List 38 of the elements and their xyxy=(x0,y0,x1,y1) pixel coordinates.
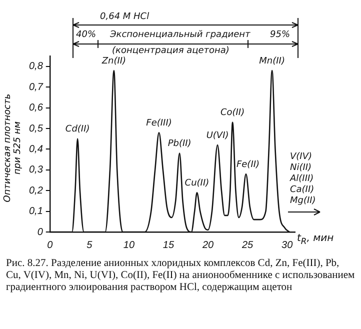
x-tick-label: 25 xyxy=(241,240,254,251)
annotation: U(VI) xyxy=(206,130,229,141)
x-axis-title: t$_{R}$, мин xyxy=(297,233,334,246)
y-tick-label: 0,6 xyxy=(28,102,44,114)
annotation: Zn(II) xyxy=(100,56,126,66)
y-tick-label: 0,4 xyxy=(28,144,44,155)
y-tick-label: 0,5 xyxy=(28,123,44,134)
text: 0,64 M HCl xyxy=(100,12,150,22)
annotation: V(IV) xyxy=(290,152,312,162)
annotation: Cd(II) xyxy=(65,124,90,135)
annotation: Cu(II) xyxy=(184,178,210,189)
y-tick-label: 0,2 xyxy=(28,185,44,196)
y-tick-label: 0,3 xyxy=(28,164,44,176)
x-tick-label: 10 xyxy=(123,240,135,251)
y-tick-label: 0,7 xyxy=(28,82,44,93)
y-tick-label: 0,8 xyxy=(28,61,44,72)
text: Экспоненциальный градиент xyxy=(110,30,250,40)
annotation: Mg(II) xyxy=(290,196,316,206)
annotation: Al(III) xyxy=(290,174,314,184)
y-tick-label: 0,1 xyxy=(28,206,43,218)
annotation: Ni(II) xyxy=(290,163,312,173)
text: 95% xyxy=(270,30,290,40)
text: 40% xyxy=(76,30,96,40)
x-tick-label: 5 xyxy=(86,240,93,251)
x-tick-label: 30 xyxy=(282,240,294,251)
x-tick-label: 20 xyxy=(201,240,214,251)
y-tick-label: 0 xyxy=(37,226,44,238)
annotation: Co(II) xyxy=(220,108,245,118)
annotation: Ca(II) xyxy=(290,185,314,195)
annotation: Mn(II) xyxy=(259,56,285,66)
annotation: Pb(II) xyxy=(168,139,192,150)
x-tick-label: 15 xyxy=(162,240,174,251)
text: Рис. 8.27. Разделение анионных хлоридных комплексов Cd, Zn, Fe(III), Pb, Cu, V(IV), Mn, Ni, U(VI), Co(II), Fe(II) на анионообменнике с использованием градиентного элюирования раствором HCl, содержащим ацетон xyxy=(6,258,356,294)
y-axis-title: Оптическая плотность при 525 нм xyxy=(3,92,23,204)
annotation: Fe(III) xyxy=(146,118,172,128)
text: (концентрация ацетона) xyxy=(112,46,230,56)
x-tick-label: 0 xyxy=(47,240,54,251)
annotation: Fe(II) xyxy=(236,160,260,170)
